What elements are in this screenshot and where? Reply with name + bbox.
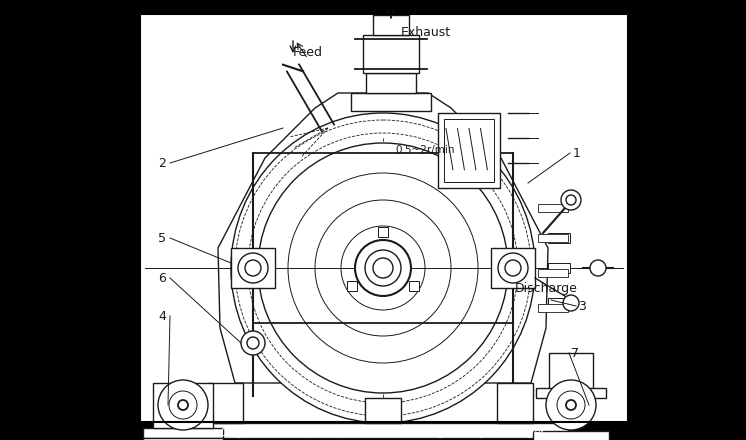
Circle shape [245, 260, 261, 276]
Text: Feed: Feed [293, 45, 323, 59]
Circle shape [498, 253, 528, 283]
Bar [366, 73, 416, 93]
Circle shape [546, 380, 596, 430]
Bar [548, 263, 570, 273]
Circle shape [563, 295, 579, 311]
Text: 4: 4 [158, 309, 166, 323]
Bar [363, 35, 419, 73]
Bar [538, 204, 568, 212]
Circle shape [341, 226, 425, 310]
Bar [140, 14, 628, 422]
Bar [538, 269, 568, 277]
Text: 2: 2 [158, 157, 166, 169]
Bar [549, 353, 593, 393]
Text: 0.5~2r/min: 0.5~2r/min [395, 145, 454, 155]
Text: 1: 1 [573, 147, 581, 160]
Bar [373, 15, 409, 35]
Bar [497, 383, 533, 423]
Circle shape [315, 200, 451, 336]
Circle shape [566, 195, 576, 205]
Bar [536, 388, 606, 398]
Circle shape [238, 253, 268, 283]
Bar [231, 248, 275, 288]
Bar [347, 281, 357, 291]
Circle shape [247, 337, 259, 349]
Circle shape [365, 250, 401, 286]
Circle shape [373, 258, 393, 278]
Circle shape [566, 400, 576, 410]
Bar [378, 227, 388, 237]
Text: 3: 3 [578, 300, 586, 312]
Circle shape [178, 400, 188, 410]
Bar [409, 281, 419, 291]
Bar [533, 431, 609, 440]
Bar [438, 113, 500, 188]
Bar [548, 298, 570, 308]
Bar [444, 119, 494, 182]
Circle shape [158, 380, 208, 430]
Circle shape [505, 260, 521, 276]
Ellipse shape [231, 113, 535, 423]
Circle shape [561, 190, 581, 210]
Text: Exhaust: Exhaust [401, 26, 451, 39]
Circle shape [355, 240, 411, 296]
Bar [538, 234, 568, 242]
Circle shape [258, 143, 508, 393]
Bar [143, 428, 223, 438]
Text: 6: 6 [158, 271, 166, 285]
Circle shape [169, 391, 197, 419]
Text: Discharge: Discharge [515, 282, 578, 294]
Bar [548, 233, 570, 243]
Bar [143, 438, 223, 440]
Bar [153, 383, 213, 428]
Circle shape [557, 391, 585, 419]
Bar [351, 93, 431, 111]
Bar [198, 423, 568, 438]
Text: 7: 7 [571, 347, 579, 359]
Circle shape [590, 260, 606, 276]
Bar [207, 383, 243, 423]
Bar [491, 248, 535, 288]
Bar [538, 304, 568, 312]
Text: Diagram 1  Atmospheric pressure sealed single rotary drum dryer: Diagram 1 Atmospheric pressure sealed si… [222, 428, 545, 438]
Text: 5: 5 [158, 231, 166, 245]
Polygon shape [218, 93, 548, 383]
Bar [140, 14, 628, 422]
Circle shape [241, 331, 265, 355]
Bar [365, 398, 401, 423]
Circle shape [288, 173, 478, 363]
